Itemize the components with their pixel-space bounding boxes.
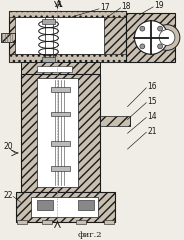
Bar	[100, 116, 130, 126]
Bar	[31, 198, 98, 217]
Bar	[1, 33, 15, 42]
Text: 15: 15	[147, 97, 157, 106]
Circle shape	[159, 30, 175, 45]
Bar	[37, 66, 72, 72]
Text: 17: 17	[100, 3, 109, 12]
Text: 22: 22	[3, 191, 13, 200]
Bar	[104, 220, 114, 224]
Bar	[42, 19, 56, 24]
Bar	[21, 62, 100, 74]
Text: 18: 18	[122, 2, 131, 12]
Bar	[21, 74, 100, 192]
Circle shape	[154, 25, 180, 50]
Bar	[42, 57, 56, 62]
Circle shape	[140, 44, 145, 49]
Bar	[9, 11, 125, 17]
Bar	[37, 78, 78, 186]
Text: 21: 21	[147, 127, 157, 136]
Bar	[42, 220, 52, 224]
Bar	[16, 192, 115, 222]
Circle shape	[140, 26, 145, 31]
Bar	[9, 54, 125, 62]
Text: A: A	[54, 0, 61, 9]
Text: 14: 14	[147, 112, 157, 121]
Text: 16: 16	[147, 82, 157, 91]
Bar	[51, 112, 70, 116]
Text: 20: 20	[3, 142, 13, 150]
Bar	[125, 13, 175, 62]
Text: фиг.2: фиг.2	[78, 231, 102, 239]
Bar	[17, 220, 27, 224]
Text: 19: 19	[154, 1, 164, 10]
Bar	[51, 166, 70, 171]
Bar	[76, 220, 86, 224]
Bar	[51, 87, 70, 92]
Bar	[9, 11, 125, 62]
Circle shape	[158, 44, 163, 49]
Circle shape	[158, 26, 163, 31]
Bar	[15, 17, 104, 54]
Circle shape	[135, 21, 168, 54]
Bar	[78, 200, 94, 210]
Bar	[51, 141, 70, 146]
Bar	[37, 200, 52, 210]
